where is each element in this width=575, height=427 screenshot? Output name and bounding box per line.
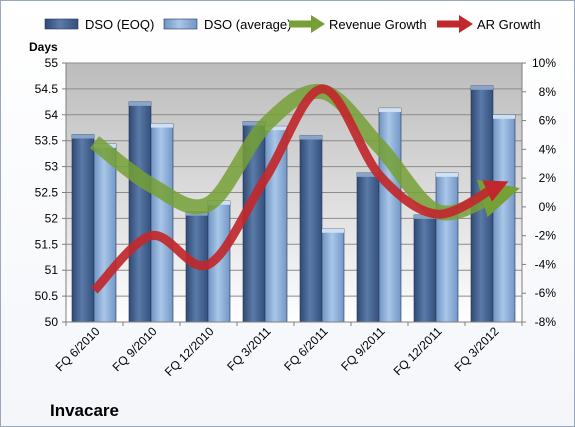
- right-tick-label: 2%: [539, 171, 557, 185]
- bar-dso-eoq: [356, 172, 380, 323]
- left-tick-label: 51: [45, 263, 59, 277]
- bar-dso-eoq: [71, 134, 95, 323]
- brand-label: Invacare: [50, 401, 119, 420]
- bar-cap: [300, 135, 322, 140]
- x-tick-label: FQ 6/2011: [281, 324, 331, 374]
- bar-dso-average: [150, 123, 174, 323]
- bar-cap: [322, 228, 344, 233]
- bar-cap: [243, 121, 265, 126]
- legend-label-ar-growth: AR Growth: [477, 17, 541, 32]
- x-tick-label: FQ 12/2010: [162, 324, 217, 379]
- right-tick-label: 4%: [539, 142, 557, 156]
- ar-growth-line: [91, 84, 509, 294]
- right-tick-label: 8%: [539, 85, 557, 99]
- bar-cap: [151, 123, 173, 128]
- left-tick-label: 50: [45, 315, 59, 329]
- x-tick-label: FQ 3/2011: [224, 324, 274, 374]
- left-tick-label: 54.5: [35, 82, 59, 96]
- bar-dso-average: [321, 228, 345, 323]
- legend-label-revenue-growth: Revenue Growth: [329, 17, 427, 32]
- bar-cap: [265, 126, 287, 131]
- x-tick-label: FQ 9/2011: [338, 324, 388, 374]
- bar-cap: [357, 172, 379, 177]
- bar-dso-eoq: [128, 101, 152, 323]
- bar-cap: [129, 101, 151, 106]
- right-tick-label: -4%: [535, 257, 557, 271]
- right-tick-label: 10%: [532, 56, 556, 70]
- left-tick-label: 55: [45, 56, 59, 70]
- right-tick-label: -2%: [535, 229, 557, 243]
- legend-arrow-ar-growth: [459, 15, 473, 33]
- bar-dso-average: [492, 114, 516, 323]
- bar-cap: [436, 172, 458, 177]
- bar-cap: [72, 134, 94, 139]
- bar-dso-average: [93, 143, 117, 323]
- x-tick-label: FQ 12/2011: [391, 324, 445, 378]
- revenue-growth-line: [89, 83, 520, 221]
- bar-cap: [379, 108, 401, 113]
- bar-dso-eoq: [413, 214, 437, 323]
- left-tick-label: 54: [45, 108, 59, 122]
- left-tick-label: 52.5: [35, 186, 59, 200]
- y-axis-title: Days: [29, 40, 58, 54]
- right-tick-label: 0%: [539, 200, 557, 214]
- x-tick-label: FQ 9/2010: [110, 324, 160, 374]
- left-tick-label: 53: [45, 160, 59, 174]
- legend-swatch-dso-eoq: [44, 18, 79, 30]
- right-tick-label: -6%: [535, 286, 557, 300]
- bar-dso-eoq: [299, 135, 323, 323]
- right-tick-label: 6%: [539, 114, 557, 128]
- bar-cap: [471, 85, 493, 90]
- right-tick-label: -8%: [535, 315, 557, 329]
- x-tick-label: FQ 6/2010: [53, 324, 103, 374]
- legend-label-dso-average: DSO (average): [204, 17, 291, 32]
- left-tick-label: 50.5: [35, 289, 59, 303]
- legend-swatch-dso-average: [163, 18, 198, 30]
- legend-arrow-revenue-growth: [311, 15, 325, 33]
- left-tick-label: 53.5: [35, 134, 59, 148]
- x-tick-label: FQ 3/2012: [452, 324, 502, 374]
- left-tick-label: 51.5: [35, 237, 59, 251]
- bar-cap: [414, 214, 436, 219]
- legend-label-dso-eoq: DSO (EOQ): [85, 17, 154, 32]
- bar-dso-average: [435, 172, 459, 323]
- bar-cap: [493, 114, 515, 119]
- left-tick-label: 52: [45, 211, 59, 225]
